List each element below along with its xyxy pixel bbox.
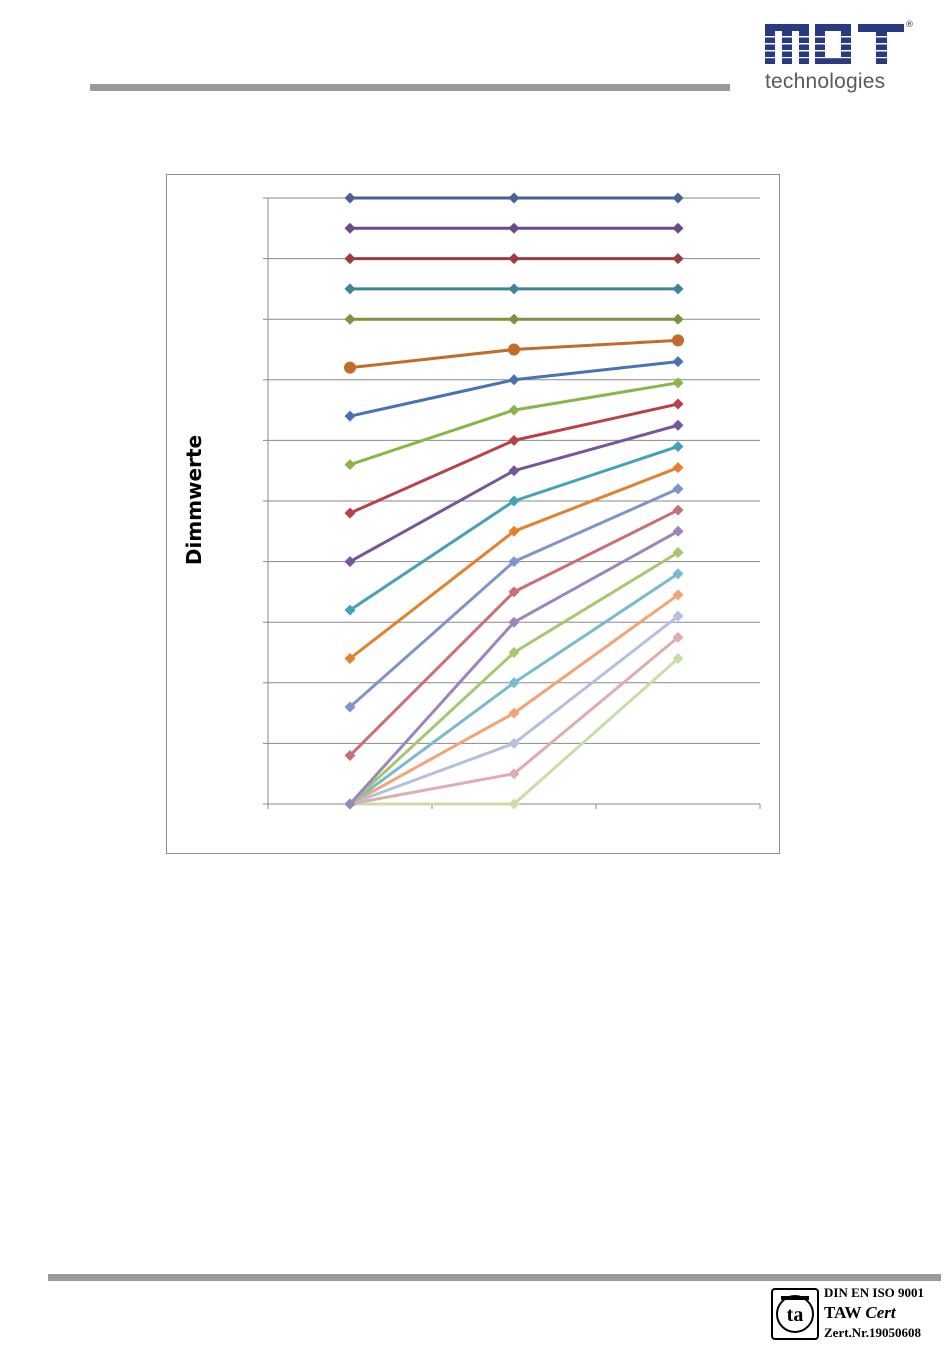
- data-point: [508, 222, 520, 234]
- data-point: [344, 556, 356, 568]
- data-point: [672, 419, 684, 431]
- logo-subtitle: technologies: [765, 70, 886, 93]
- data-point: [344, 222, 356, 234]
- data-point: [508, 253, 520, 265]
- data-point: [344, 361, 356, 374]
- data-point: [672, 356, 684, 368]
- data-point: [672, 398, 684, 410]
- data-point: [508, 647, 520, 658]
- data-point: [508, 737, 520, 749]
- data-point: [344, 410, 356, 422]
- data-point: [672, 568, 684, 580]
- data-point: [344, 798, 356, 810]
- data-point: [672, 192, 684, 204]
- data-point: [508, 343, 520, 356]
- data-point: [508, 556, 520, 568]
- data-point: [344, 701, 356, 713]
- cert-number-line: Zert.Nr.19050608: [824, 1325, 922, 1340]
- footer-rule: [48, 1274, 941, 1281]
- series-line: [348, 508, 679, 757]
- data-point: [344, 750, 356, 762]
- data-point: [508, 192, 520, 204]
- data-point: [508, 707, 520, 719]
- data-point: [508, 798, 520, 810]
- y-axis-label: Dimmwerte: [182, 434, 206, 566]
- data-point: [672, 525, 684, 537]
- data-point: [344, 653, 356, 665]
- data-point: [508, 374, 520, 386]
- mdt-logo-mark: [765, 24, 905, 64]
- svg-text:ta: ta: [787, 1304, 804, 1326]
- data-point: [672, 547, 684, 559]
- cert-cert: Cert: [865, 1303, 896, 1322]
- data-point: [508, 495, 520, 507]
- data-point: [672, 222, 684, 234]
- data-point: [672, 483, 684, 495]
- data-point: [508, 525, 520, 537]
- data-point: [508, 586, 520, 598]
- data-point: [508, 283, 520, 295]
- series-line: [348, 529, 679, 806]
- data-point: [508, 768, 520, 780]
- data-point: [508, 677, 520, 689]
- series-line: [349, 487, 679, 709]
- data-point: [672, 589, 684, 601]
- data-point: [672, 653, 684, 665]
- ta-cert-seal-icon: ta: [771, 1288, 819, 1340]
- data-point: [344, 604, 356, 616]
- data-point: [672, 334, 684, 347]
- data-point: [672, 610, 684, 622]
- data-point: [344, 507, 356, 519]
- data-point: [508, 313, 520, 325]
- mdt-logo: ® technologies: [762, 18, 914, 98]
- data-point: [508, 616, 520, 628]
- data-point: [672, 253, 684, 265]
- data-point: [344, 253, 356, 265]
- series-line: [349, 381, 679, 467]
- data-point: [508, 465, 520, 477]
- data-point: [672, 440, 684, 452]
- data-point: [672, 462, 684, 474]
- data-point: [344, 283, 356, 295]
- data-point: [672, 313, 684, 325]
- data-point: [344, 192, 356, 204]
- cert-iso-line: DIN EN ISO 9001: [824, 1285, 925, 1300]
- data-point: [508, 434, 520, 446]
- cert-taw-line: TAW Cert: [824, 1304, 924, 1321]
- data-point: [672, 377, 684, 389]
- data-point: [672, 631, 684, 643]
- certification-text: DIN EN ISO 9001 TAW Cert Zert.Nr.1905060…: [824, 1286, 924, 1339]
- header-rule: [90, 84, 730, 91]
- data-point: [344, 459, 356, 471]
- data-point: [672, 283, 684, 295]
- cert-taw: TAW: [824, 1303, 862, 1322]
- data-point: [344, 313, 356, 325]
- registered-mark: ®: [905, 20, 914, 30]
- data-point: [672, 504, 684, 516]
- data-point: [508, 404, 520, 416]
